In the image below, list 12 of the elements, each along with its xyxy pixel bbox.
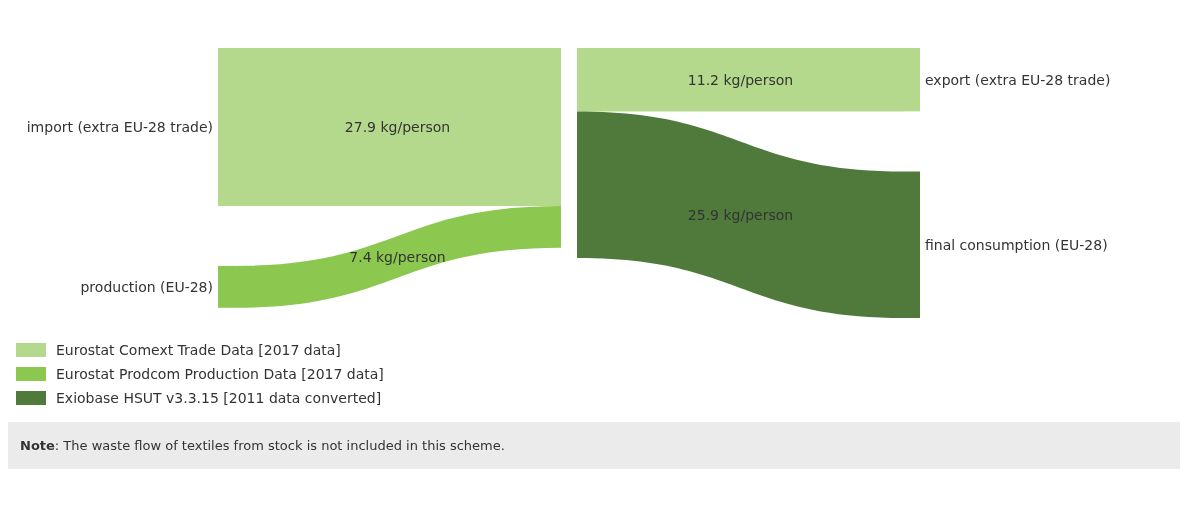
data-label: 7.4 kg/person	[349, 248, 446, 265]
legend-label: Eurostat Comext Trade Data [2017 data]	[56, 342, 341, 358]
category-label: import (extra EU-28 trade)	[26, 118, 213, 135]
data-label: 11.2 kg/person	[687, 71, 794, 88]
legend-label: Eurostat Prodcom Production Data [2017 data]	[56, 366, 384, 382]
data-label: 25.9 kg/person	[687, 206, 794, 223]
legend-label: Exiobase HSUT v3.3.15 [2011 data converted]	[56, 390, 382, 406]
text: Note: The waste flow of textiles from stock is not included in this scheme.	[8, 422, 1180, 469]
category-label: export (extra EU-28 trade)	[925, 71, 1111, 88]
category-label: final consumption (EU-28)	[925, 236, 1108, 253]
data-label: 27.9 kg/person	[344, 118, 451, 135]
category-label: production (EU-28)	[80, 278, 213, 295]
